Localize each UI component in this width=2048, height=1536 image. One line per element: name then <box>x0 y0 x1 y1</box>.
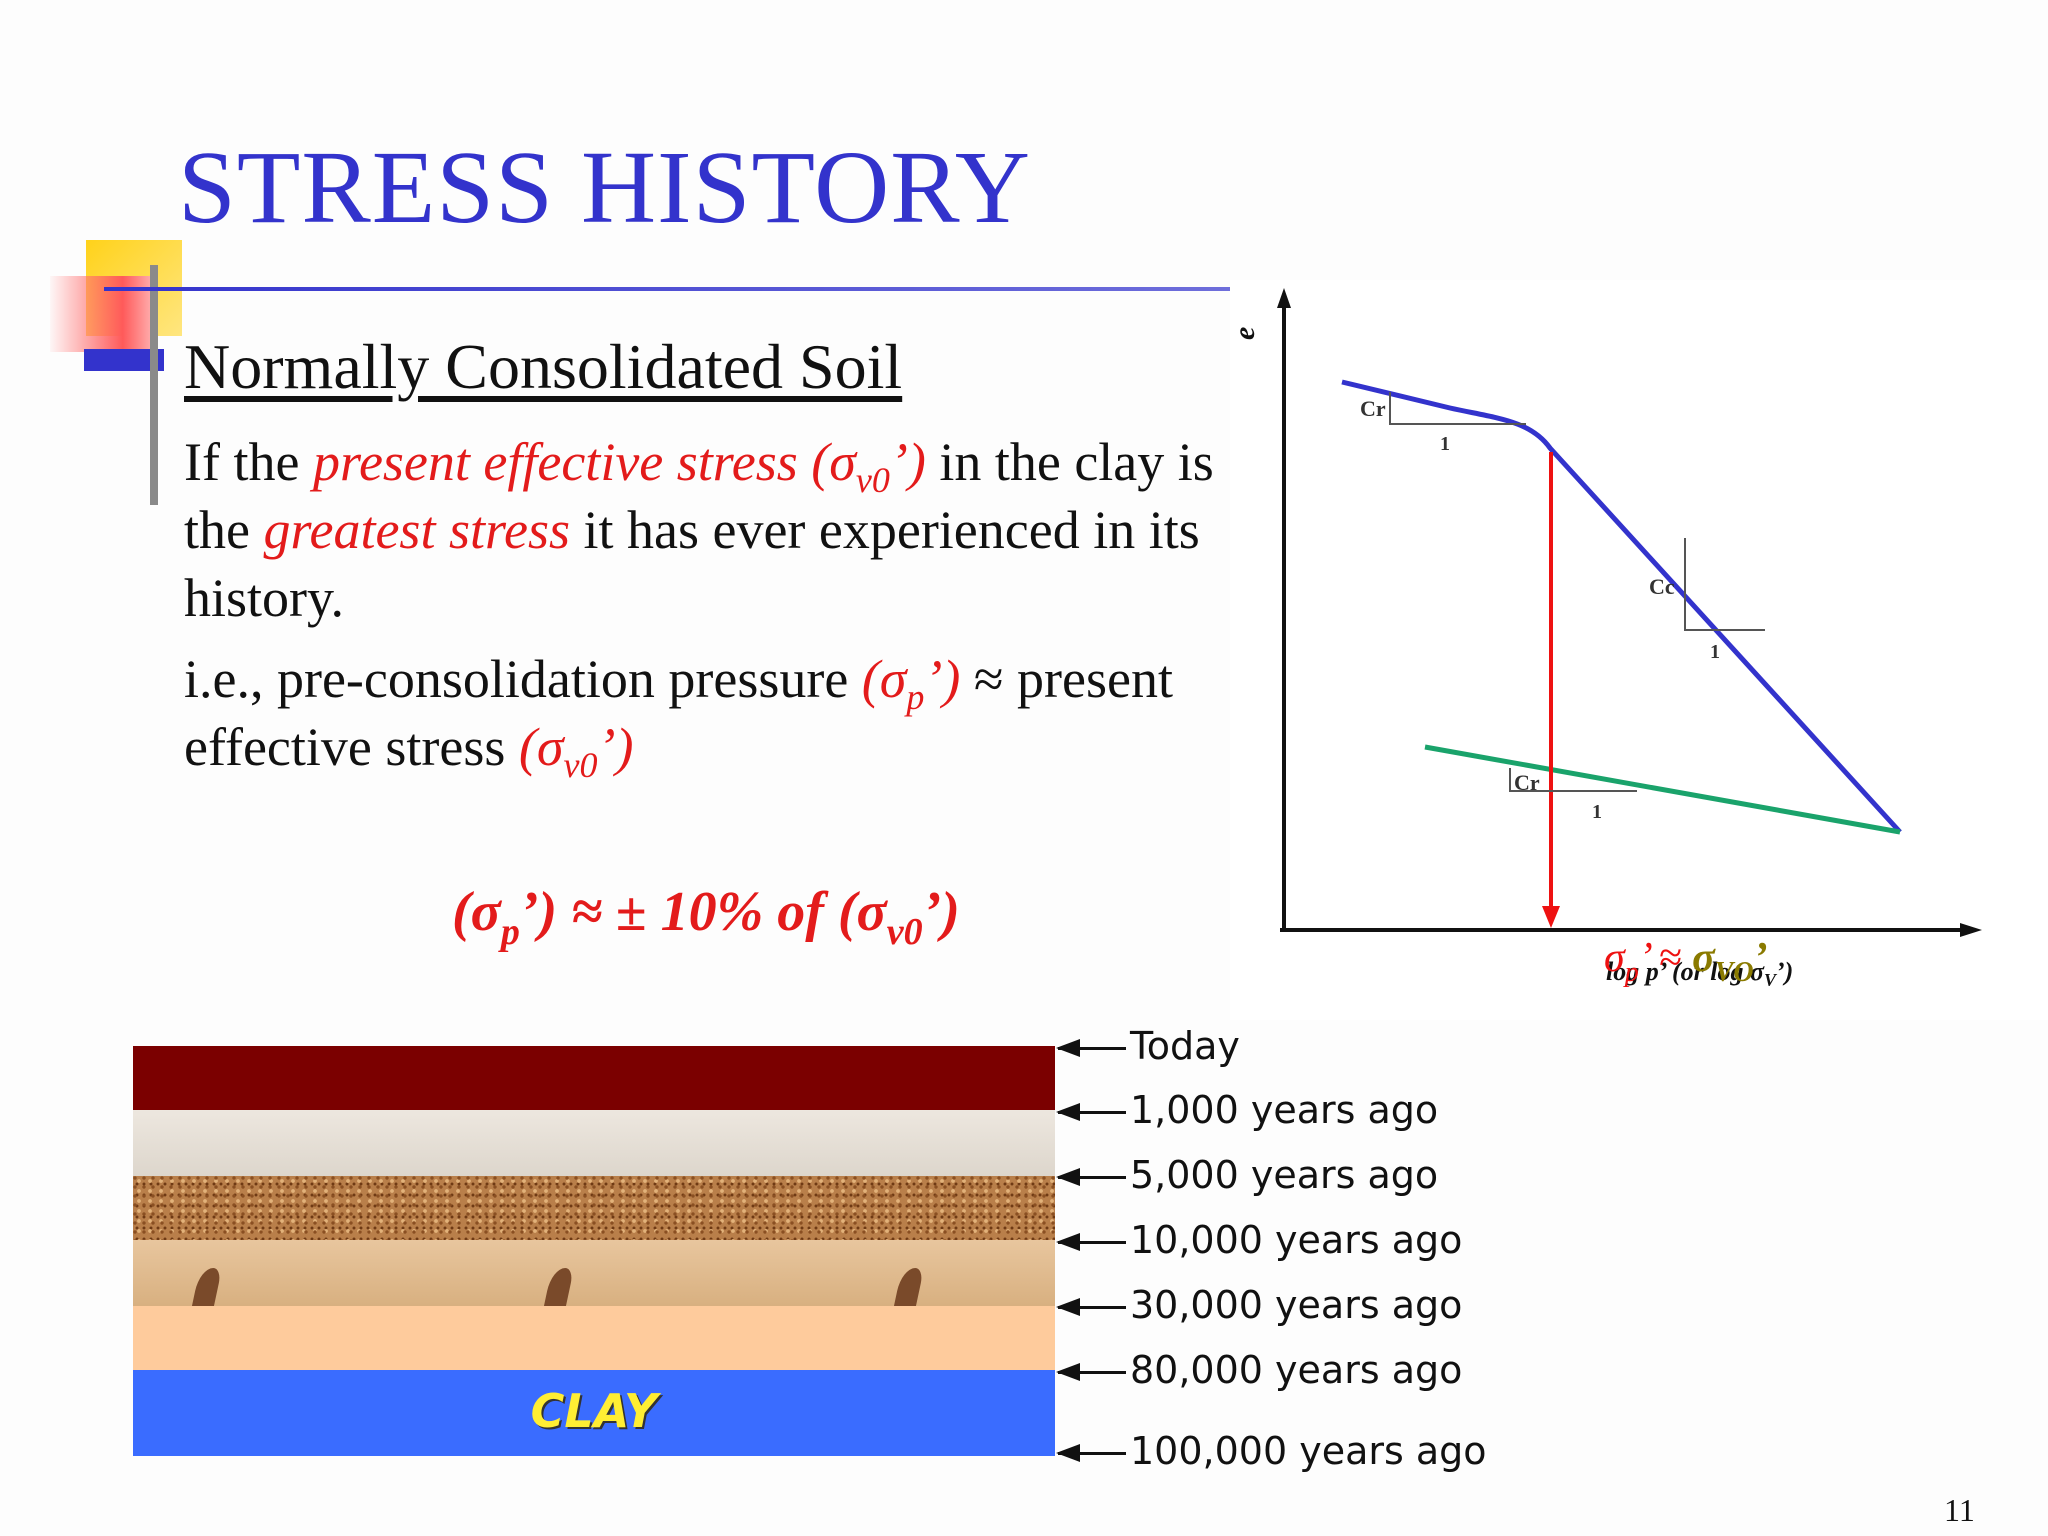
text-run: i.e., pre-consolidation pressure <box>184 649 862 709</box>
highlight-sigma-v0: (σv0’) <box>518 717 634 785</box>
text-run: If the <box>184 432 313 492</box>
definition-paragraph: If the present effective stress (σv0’) i… <box>184 428 1264 632</box>
decor-bar-blue <box>84 349 164 371</box>
stratum-clay: CLAY <box>133 1370 1055 1456</box>
time-label-10000: 10,000 years ago <box>1130 1218 1463 1262</box>
stratum-beige <box>133 1110 1055 1176</box>
approx-symbol: ’ ≈ <box>1638 935 1682 981</box>
cr-slope-triangle-bottom <box>1509 768 1637 792</box>
slide-title: STRESS HISTORY <box>178 130 1032 245</box>
slope-one-mid: 1 <box>1710 641 1720 663</box>
text-run: in the clay is the <box>184 432 1214 560</box>
time-label-5000: 5,000 years ago <box>1130 1153 1439 1197</box>
graph-background <box>1230 280 2048 1020</box>
slope-one-bottom: 1 <box>1592 801 1602 823</box>
section-heading: Normally Consolidated Soil <box>184 331 903 402</box>
y-axis-label: e <box>1230 327 1261 340</box>
y-axis-arrow-icon <box>1277 288 1291 308</box>
time-arrow-icon <box>1056 1039 1126 1057</box>
cr-label-bottom: Cr <box>1514 770 1540 795</box>
decor-vertical-line <box>150 265 158 505</box>
time-label-30000: 30,000 years ago <box>1130 1283 1463 1327</box>
drop-arrow-icon <box>1542 906 1560 928</box>
stratum-peach <box>133 1306 1055 1370</box>
title-underline-rule <box>104 287 1964 291</box>
sigma-vo-symbol: σ <box>1692 935 1715 981</box>
cr-label-top: Cr <box>1360 396 1386 421</box>
time-arrow-icon <box>1056 1233 1126 1251</box>
highlight-sigma-p: (σp’) <box>861 649 961 717</box>
pressure-paragraph: i.e., pre-consolidation pressure (σp’) ≈… <box>184 645 1264 785</box>
time-arrow-icon <box>1056 1103 1126 1121</box>
consolidation-graph: e Cr 1 Cc 1 Cr 1 log p’ (or log σV’) <box>1230 280 2048 1020</box>
cr-slope-triangle-top <box>1389 392 1526 425</box>
slope-one-top: 1 <box>1440 433 1450 455</box>
time-arrow-icon <box>1056 1444 1126 1462</box>
page-number: 11 <box>1944 1492 1975 1528</box>
x-axis-label: log p’ (or log σV’) <box>1606 957 1793 990</box>
recompression-line <box>1424 744 1901 835</box>
text-run: ≈ present effective stress <box>184 649 1173 777</box>
text-run: it has ever experienced in its history. <box>184 500 1200 628</box>
sigma-approx-label: σp’ ≈ σVO’ <box>1604 935 1768 988</box>
cc-label: Cc <box>1649 574 1675 599</box>
clay-label: CLAY <box>530 1384 658 1438</box>
highlight-present-effective-stress: present effective stress (σv0’) <box>312 432 926 500</box>
time-arrow-icon <box>1056 1168 1126 1186</box>
time-label-today: Today <box>1130 1024 1240 1068</box>
time-arrow-icon <box>1056 1298 1126 1316</box>
stratum-top-brown <box>133 1046 1055 1110</box>
virgin-compression-curve <box>1341 379 1902 834</box>
cc-slope-triangle <box>1684 538 1765 631</box>
time-label-1000: 1,000 years ago <box>1130 1088 1439 1132</box>
time-arrow-icon <box>1056 1363 1126 1381</box>
tolerance-formula: (σp’) ≈ ± 10% of (σv0’) <box>452 881 960 953</box>
sigma-p-symbol: σ <box>1604 935 1625 981</box>
time-label-80000: 80,000 years ago <box>1130 1348 1463 1392</box>
stratum-gravel <box>133 1176 1055 1240</box>
time-label-100000: 100,000 years ago <box>1130 1429 1487 1473</box>
x-axis-arrow-icon <box>1960 923 1982 937</box>
highlight-greatest-stress: greatest stress <box>263 500 570 560</box>
